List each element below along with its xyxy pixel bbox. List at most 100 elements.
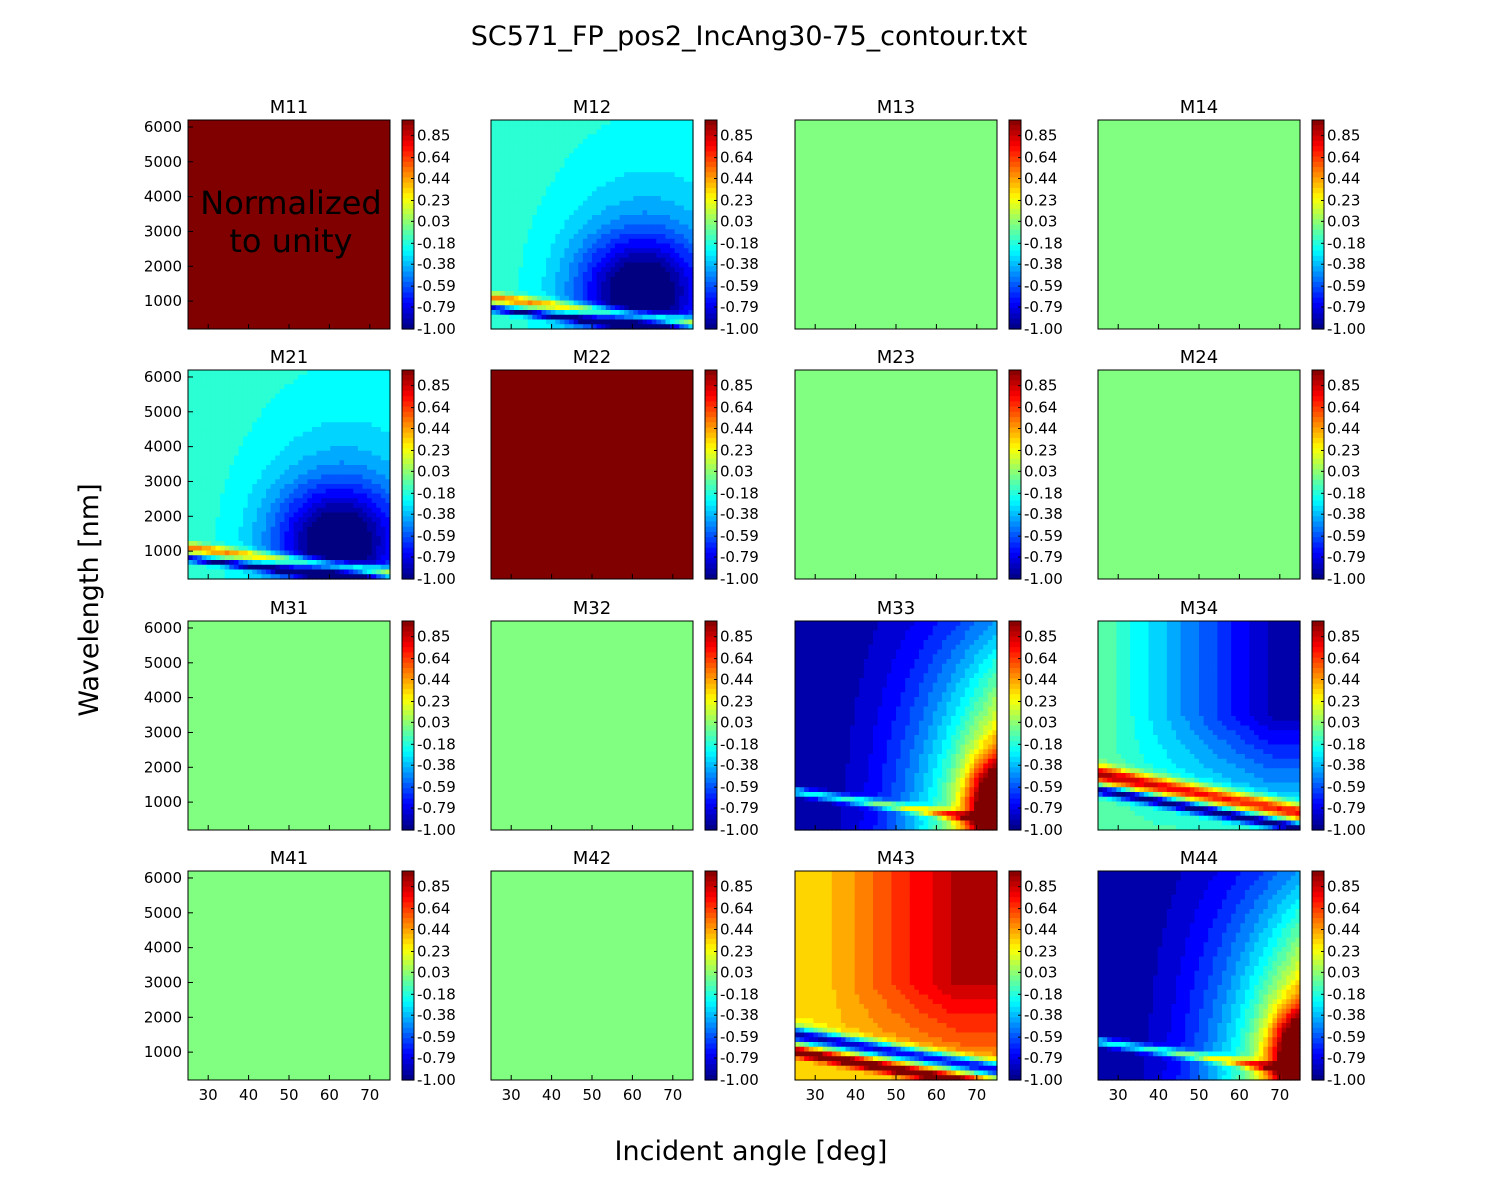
heatmap-cell [536, 319, 543, 325]
heatmap-cell [275, 569, 281, 575]
heatmap-cell [660, 243, 667, 249]
heatmap-cell [270, 493, 276, 499]
heatmap-cell [224, 498, 230, 504]
colorbar-segment [1312, 156, 1324, 163]
heatmap-cell [284, 574, 290, 580]
heatmap-cell [559, 177, 566, 183]
heatmap-cell [946, 621, 952, 627]
heatmap-cell [279, 560, 286, 566]
heatmap-cell [348, 469, 354, 476]
heatmap-cell [344, 493, 350, 499]
colorbar-segment [1009, 458, 1021, 465]
heatmap-cell [513, 167, 520, 173]
heatmap-cell [799, 635, 805, 641]
heatmap-cell [495, 272, 501, 278]
colorbar-segment [705, 788, 717, 795]
heatmap-cell [610, 124, 616, 131]
heatmap-cell [569, 143, 575, 150]
heatmap-cell [587, 158, 593, 164]
heatmap-cell [614, 186, 621, 192]
heatmap-cell [247, 522, 253, 528]
heatmap-cell [197, 517, 203, 523]
heatmap-cell [637, 186, 644, 192]
colorbar-segment [402, 709, 414, 716]
heatmap-cell [316, 550, 322, 556]
colorbar-segment [705, 297, 717, 304]
colorbar-segment [1312, 568, 1324, 575]
heatmap-cell [877, 644, 883, 651]
heatmap-cell [601, 305, 607, 311]
heatmap-cell [188, 574, 194, 580]
heatmap-cell [628, 257, 634, 264]
heatmap-cell [660, 291, 667, 297]
heatmap-cell [243, 460, 249, 466]
panel-title: M24 [1180, 347, 1218, 368]
heatmap-cell [541, 291, 547, 297]
heatmap-cell [215, 564, 221, 571]
heatmap-cell [513, 120, 520, 126]
heatmap-cell [371, 522, 377, 528]
heatmap-cell [500, 276, 506, 283]
heatmap-cell [238, 564, 244, 571]
heatmap-cell [192, 517, 198, 523]
heatmap-cell [628, 219, 634, 226]
heatmap-cell [229, 374, 235, 381]
heatmap-cell [279, 403, 286, 409]
heatmap-cell [660, 148, 667, 154]
heatmap-cell [546, 257, 552, 264]
heatmap-cell [321, 550, 327, 556]
heatmap-cell [509, 181, 515, 188]
heatmap-cell [238, 417, 244, 423]
heatmap-cell [656, 196, 662, 202]
heatmap-cell [633, 324, 639, 330]
heatmap-cell [192, 460, 198, 466]
heatmap-cell [188, 522, 194, 528]
heatmap-cell [252, 465, 258, 471]
heatmap-cell [243, 427, 249, 433]
heatmap-cell [339, 384, 345, 390]
heatmap-cell [270, 526, 276, 533]
heatmap-cell [362, 455, 368, 461]
heatmap-cell [651, 224, 657, 230]
heatmap-cell [289, 517, 295, 523]
heatmap-cell [660, 143, 667, 150]
heatmap-cell [628, 139, 634, 145]
heatmap-cell [688, 224, 694, 230]
heatmap-cell [376, 569, 382, 575]
colorbar-tick-label: -1.00 [1024, 320, 1063, 338]
heatmap-cell [500, 295, 506, 302]
heatmap-cell [642, 300, 648, 306]
heatmap-cell [284, 564, 290, 571]
heatmap-cell [279, 469, 286, 476]
heatmap-cell [555, 162, 561, 169]
heatmap-cell [674, 324, 680, 330]
heatmap-cell [670, 143, 676, 150]
colorbar-tick-label: 0.85 [720, 628, 753, 646]
heatmap-cell [509, 276, 515, 283]
heatmap-cell [293, 498, 299, 504]
heatmap-cell [573, 196, 579, 202]
heatmap-cell [605, 324, 611, 330]
heatmap-cell [266, 541, 272, 547]
heatmap-cell [311, 455, 318, 461]
colorbar-segment [705, 715, 717, 721]
heatmap-cell [316, 450, 322, 457]
heatmap-cell [192, 374, 198, 381]
heatmap-cell [261, 389, 267, 395]
colorbar-frame [401, 620, 415, 831]
heatmap-cell [840, 625, 847, 632]
colorbar-tick-label: 0.85 [1024, 127, 1057, 145]
heatmap-cell [546, 205, 552, 211]
heatmap-cell [197, 417, 203, 423]
heatmap-cell [357, 374, 364, 381]
heatmap-cell [546, 200, 552, 207]
heatmap-cell [536, 253, 543, 259]
heatmap-cell [683, 191, 690, 197]
heatmap-cell [592, 134, 598, 140]
heatmap-cell [229, 536, 235, 542]
heatmap-cell [573, 172, 579, 178]
heatmap-cell [307, 507, 313, 514]
heatmap-cell [532, 205, 538, 211]
heatmap-cell [573, 291, 579, 297]
heatmap-cell [266, 522, 272, 528]
